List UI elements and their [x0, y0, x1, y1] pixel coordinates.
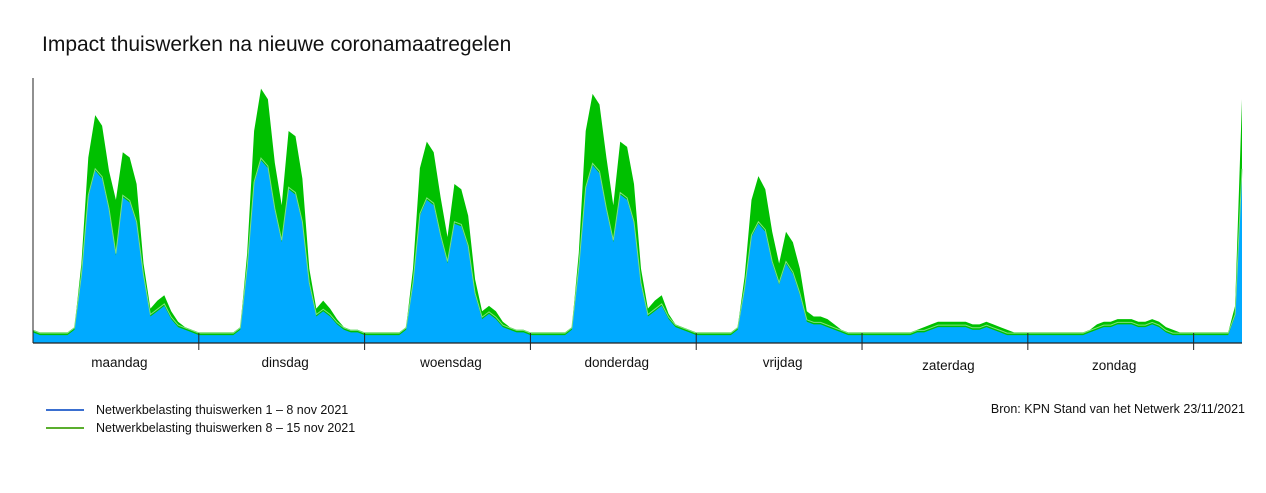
source-note: Bron: KPN Stand van het Netwerk 23/11/20… [990, 402, 1245, 416]
x-tick-label-zondag: zondag [1092, 358, 1136, 373]
legend-swatch-blue [46, 409, 84, 411]
x-tick-label-donderdag: donderdag [584, 355, 649, 370]
x-tick-label-vrijdag: vrijdag [763, 355, 803, 370]
x-tick-label-dinsdag: dinsdag [262, 355, 309, 370]
legend-label: Netwerkbelasting thuiswerken 8 – 15 nov … [96, 421, 356, 435]
x-tick-label-maandag: maandag [91, 355, 147, 370]
legend-item-1-8-nov: Netwerkbelasting thuiswerken 1 – 8 nov 2… [46, 403, 348, 417]
series-1-8-nov-line [32, 157, 1243, 334]
x-tick-label-woensdag: woensdag [419, 355, 482, 370]
legend-label: Netwerkbelasting thuiswerken 1 – 8 nov 2… [96, 403, 349, 417]
legend-swatch-green [46, 427, 84, 429]
x-tick-label-zaterdag: zaterdag [922, 358, 975, 373]
legend-item-8-15-nov: Netwerkbelasting thuiswerken 8 – 15 nov … [46, 421, 355, 435]
chart-title: Impact thuiswerken na nieuwe coronamaatr… [42, 33, 512, 56]
area-series-1-8-nov [33, 160, 1242, 343]
